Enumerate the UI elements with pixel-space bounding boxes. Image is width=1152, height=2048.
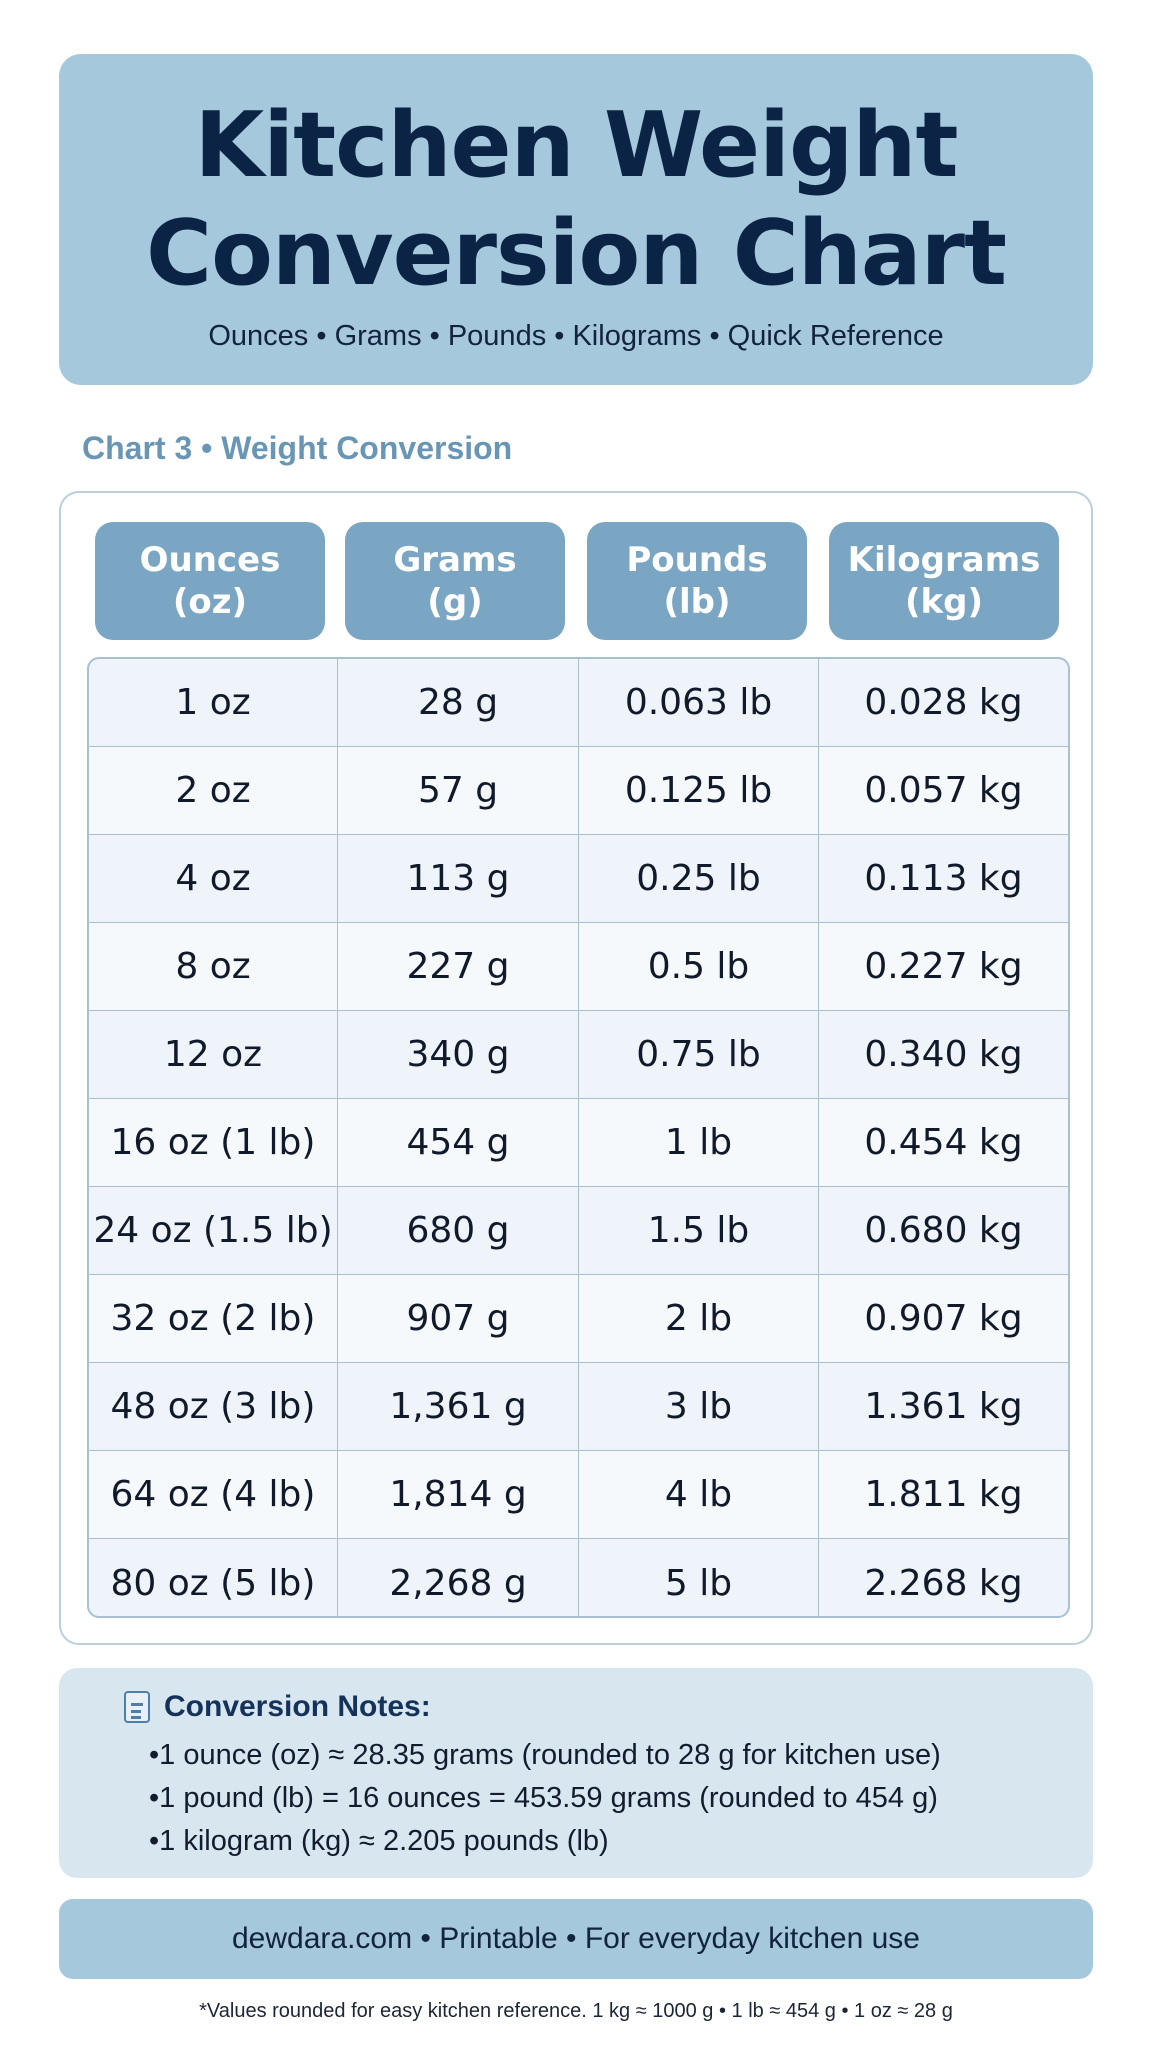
ounces-cell: 32 oz (2 lb) [89, 1275, 338, 1362]
grams-cell: 113 g [338, 835, 579, 922]
column-header-pounds: Pounds (lb) [587, 522, 807, 640]
kilograms-cell: 0.028 kg [864, 682, 1023, 723]
note-item: 1 kilogram (kg) ≈ 2.205 pounds (lb) [149, 1820, 941, 1863]
table-row: 4 oz 113 g 0.25 lb 0.113 kg [89, 835, 1068, 923]
pounds-cell: 0.75 lb [579, 1011, 820, 1098]
notes-title: Conversion Notes: [164, 1690, 431, 1723]
grams-cell: 28 g [338, 659, 579, 746]
grams-cell: 2,268 g [338, 1539, 579, 1616]
kilograms-cell: 0.057 kg [864, 770, 1023, 811]
table-row: 8 oz 227 g 0.5 lb 0.227 kg [89, 923, 1068, 1011]
kilograms-cell: 0.340 kg [864, 1034, 1023, 1075]
grams-cell: 340 g [338, 1011, 579, 1098]
table-row: 1 oz 28 g 0.063 lb 0.028 kg [89, 659, 1068, 747]
section-label: Chart 3 • Weight Conversion [82, 430, 513, 466]
column-header-kilograms: Kilograms (kg) [829, 522, 1059, 640]
conversion-notes: Conversion Notes: 1 ounce (oz) ≈ 28.35 g… [59, 1668, 1093, 1878]
pounds-cell: 1 lb [579, 1099, 820, 1186]
page-subtitle: Ounces • Grams • Pounds • Kilograms • Qu… [208, 320, 944, 352]
grams-cell: 454 g [338, 1099, 579, 1186]
kilograms-cell: 0.907 kg [864, 1298, 1023, 1339]
kilograms-cell: 0.680 kg [864, 1210, 1023, 1251]
table-row: 24 oz (1.5 lb) 680 g 1.5 lb 0.680 kg [89, 1187, 1068, 1275]
table-row: 12 oz 340 g 0.75 lb 0.340 kg [89, 1011, 1068, 1099]
grams-cell: 907 g [338, 1275, 579, 1362]
column-header-grams: Grams (g) [345, 522, 565, 640]
notes-list: 1 ounce (oz) ≈ 28.35 grams (rounded to 2… [149, 1734, 941, 1863]
conversion-table-card: Ounces (oz) Grams (g) Pounds (lb) Kilograms… [59, 491, 1093, 1645]
pounds-cell: 1.5 lb [579, 1187, 820, 1274]
grams-cell: 1,361 g [338, 1363, 579, 1450]
ounces-cell: 64 oz (4 lb) [89, 1451, 338, 1538]
column-header-ounces: Ounces (oz) [95, 522, 325, 640]
title-line-2: Conversion Chart [146, 201, 1007, 306]
ounces-cell: 4 oz [89, 835, 338, 922]
pounds-cell: 4 lb [579, 1451, 820, 1538]
kilograms-cell: 1.811 kg [864, 1474, 1023, 1515]
kilograms-cell: 0.454 kg [864, 1122, 1023, 1163]
conversion-table: 1 oz 28 g 0.063 lb 0.028 kg 2 oz 57 g 0.125 lb… [87, 657, 1070, 1618]
grams-cell: 1,814 g [338, 1451, 579, 1538]
ounces-cell: 2 oz [89, 747, 338, 834]
pounds-cell: 2 lb [579, 1275, 820, 1362]
ounces-cell: 80 oz (5 lb) [89, 1539, 338, 1616]
kilograms-cell: 2.268 kg [864, 1562, 1023, 1604]
ounces-cell: 16 oz (1 lb) [89, 1099, 338, 1186]
ounces-cell: 12 oz [89, 1011, 338, 1098]
table-row: 2 oz 57 g 0.125 lb 0.057 kg [89, 747, 1068, 835]
grams-cell: 227 g [338, 923, 579, 1010]
ounces-cell: 48 oz (3 lb) [89, 1363, 338, 1450]
document-icon [124, 1691, 150, 1723]
kilograms-cell: 0.113 kg [864, 858, 1023, 899]
ounces-cell: 8 oz [89, 923, 338, 1010]
note-item: 1 pound (lb) = 16 ounces = 453.59 grams … [149, 1777, 941, 1820]
grams-cell: 57 g [338, 747, 579, 834]
note-item: 1 ounce (oz) ≈ 28.35 grams (rounded to 2… [149, 1734, 941, 1777]
footer-bar: dewdara.com • Printable • For everyday k… [59, 1899, 1093, 1979]
pounds-cell: 0.125 lb [579, 747, 820, 834]
pounds-cell: 5 lb [579, 1539, 820, 1616]
pounds-cell: 0.063 lb [579, 659, 820, 746]
pounds-cell: 0.5 lb [579, 923, 820, 1010]
footnote: *Values rounded for easy kitchen referen… [199, 2000, 953, 2022]
ounces-cell: 1 oz [89, 659, 338, 746]
title-line-1: Kitchen Weight [194, 93, 959, 198]
kilograms-cell: 0.227 kg [864, 946, 1023, 987]
grams-cell: 680 g [338, 1187, 579, 1274]
ounces-cell: 24 oz (1.5 lb) [89, 1187, 338, 1274]
pounds-cell: 3 lb [579, 1363, 820, 1450]
pounds-cell: 0.25 lb [579, 835, 820, 922]
kilograms-cell: 1.361 kg [864, 1386, 1023, 1427]
header-banner: Kitchen Weight Conversion Chart Ounces •… [59, 54, 1093, 385]
page-title: Kitchen Weight Conversion Chart [146, 92, 1007, 308]
notes-header: Conversion Notes: [124, 1690, 431, 1724]
